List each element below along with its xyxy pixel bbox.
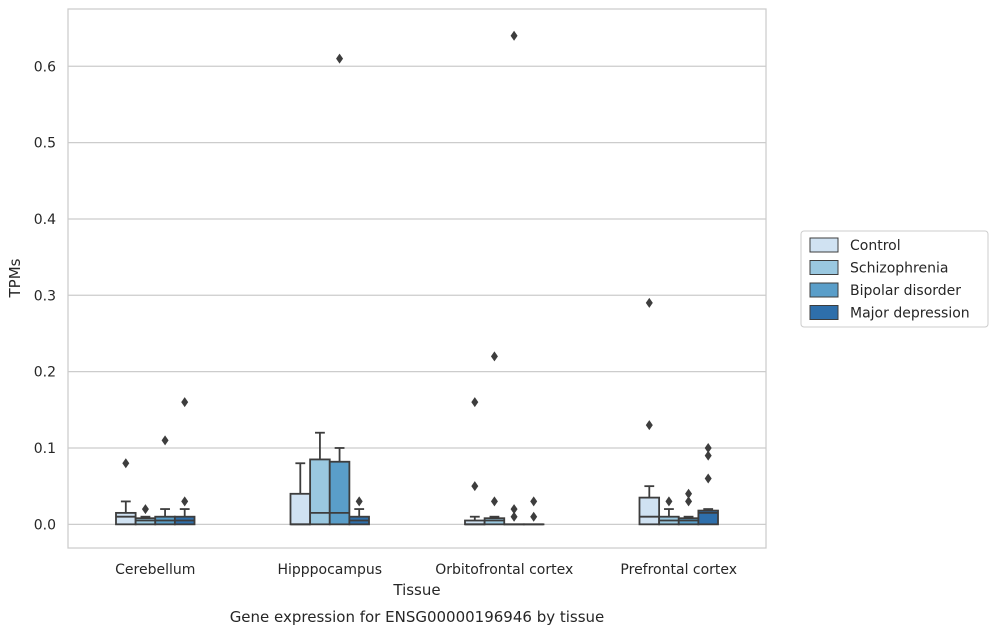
legend: Control Schizophrenia Bipolar disorder Majo… xyxy=(800,230,989,328)
x-tick-label: Hipppocampus xyxy=(277,562,382,578)
outlier-point xyxy=(141,504,149,515)
grid-lines xyxy=(68,65,766,525)
box xyxy=(697,509,719,526)
outlier-point xyxy=(704,442,712,453)
outlier-point xyxy=(355,496,363,507)
box xyxy=(309,458,331,526)
legend-swatch xyxy=(809,282,839,298)
box-series xyxy=(115,30,719,526)
legend-frame xyxy=(800,230,989,328)
y-tick-label: 0.5 xyxy=(34,136,56,152)
y-tick-label: 0.2 xyxy=(34,365,56,381)
plot-frame xyxy=(67,8,767,549)
legend-swatch xyxy=(809,305,839,320)
y-tick-label: 0.0 xyxy=(34,517,56,533)
outlier-point xyxy=(645,420,653,431)
x-axis-label: Tissue xyxy=(392,581,440,599)
box xyxy=(638,496,661,526)
outlier-point xyxy=(704,450,712,461)
outlier-point xyxy=(181,397,189,408)
series-schizophrenia xyxy=(134,351,680,526)
outlier-point xyxy=(510,511,518,522)
legend-label: Major depression xyxy=(850,306,970,322)
outlier-point xyxy=(336,53,344,64)
y-tick-label: 0.3 xyxy=(34,288,56,304)
x-tick-label: Orbitofrontal cortex xyxy=(435,562,573,578)
outlier-point xyxy=(490,496,498,507)
series-bipolar-disorder xyxy=(154,30,700,526)
outlier-point xyxy=(685,488,693,499)
outlier-point xyxy=(490,351,498,362)
outlier-point xyxy=(685,496,693,507)
series-control xyxy=(115,297,661,526)
outlier-point xyxy=(510,30,518,41)
legend-swatch xyxy=(809,237,839,253)
box xyxy=(328,460,351,526)
y-tick-label: 0.6 xyxy=(34,59,56,75)
legend-label: Schizophrenia xyxy=(850,261,948,277)
chart-caption: Gene expression for ENSG00000196946 by t… xyxy=(230,608,605,626)
outlier-point xyxy=(530,496,538,507)
y-tick-label: 0.4 xyxy=(34,212,56,228)
box xyxy=(115,511,137,526)
outlier-point xyxy=(665,496,673,507)
outlier-point xyxy=(471,397,479,408)
y-axis-label: TPMs xyxy=(6,258,24,298)
y-tick-labels: 0.0 0.1 0.2 0.3 0.4 0.5 0.6 xyxy=(34,59,56,533)
outlier-point xyxy=(510,504,518,515)
outlier-point xyxy=(530,511,538,522)
y-tick-label: 0.1 xyxy=(34,441,56,457)
box xyxy=(289,492,312,526)
x-tick-labels: Cerebellum Hipppocampus Orbitofrontal cort… xyxy=(115,562,737,578)
legend-label: Control xyxy=(850,238,901,254)
outlier-point xyxy=(161,435,169,446)
outlier-point xyxy=(122,458,130,469)
outlier-point xyxy=(471,481,479,492)
series-major-depression xyxy=(173,397,719,526)
x-tick-label: Cerebellum xyxy=(115,562,195,578)
x-tick-label: Prefrontal cortex xyxy=(620,562,737,578)
outlier-point xyxy=(704,473,712,484)
legend-label: Bipolar disorder xyxy=(850,283,961,299)
outlier-point xyxy=(645,297,653,308)
legend-swatch xyxy=(809,260,839,275)
outlier-point xyxy=(181,496,189,507)
